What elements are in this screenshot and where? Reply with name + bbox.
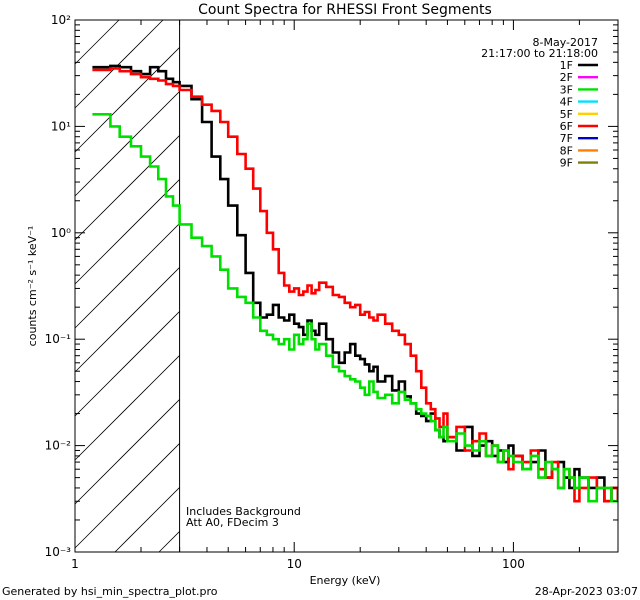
x-tick-label: 100 [502, 557, 525, 571]
hatch-line [74, 19, 164, 109]
legend-label-2F: 2F [560, 71, 573, 84]
hatch-lines [74, 19, 180, 553]
y-tick-label: 10² [51, 13, 71, 27]
hatched-excluded-region [74, 19, 181, 553]
x-tick-label: 10 [287, 557, 302, 571]
y-axis-label: counts cm⁻² s⁻¹ keV⁻¹ [26, 226, 39, 347]
y-tick-label: 10⁻¹ [45, 332, 72, 346]
legend-label-8F: 8F [560, 144, 573, 157]
y-tick-label: 10¹ [51, 119, 71, 133]
date-label: 8-May-2017 [533, 36, 598, 49]
hatch-line [74, 311, 180, 417]
hatch-line [74, 47, 180, 153]
hatch-line [74, 443, 180, 549]
hatch-line [158, 531, 180, 553]
hatch-line [74, 355, 180, 461]
timestamp-label: 28-Apr-2023 03:07 [535, 585, 638, 598]
legend-label-5F: 5F [560, 108, 573, 121]
hatch-line [74, 267, 180, 373]
y-tick-label: 10⁰ [51, 226, 71, 240]
hatch-line [74, 399, 180, 505]
legend-label-7F: 7F [560, 132, 573, 145]
hatch-line [74, 223, 180, 329]
hatch-line [74, 135, 180, 241]
hatch-line [74, 19, 120, 65]
plot-frame [74, 19, 619, 553]
generator-label: Generated by hsi_min_spectra_plot.pro [2, 585, 218, 598]
attenuator-note: Att A0, FDecim 3 [186, 516, 279, 529]
x-axis-label: Energy (keV) [310, 574, 381, 587]
legend-label-4F: 4F [560, 96, 573, 109]
legend-label-1F: 1F [560, 59, 573, 72]
chart-title: Count Spectra for RHESSI Front Segments [198, 2, 492, 18]
series-line-1F [92, 64, 618, 503]
time-range-label: 21:17:00 to 21:18:00 [481, 47, 598, 60]
hatch-line [74, 179, 180, 285]
series-line-6F [92, 67, 618, 503]
series-layer [92, 64, 618, 503]
hatch-line [74, 91, 180, 197]
x-tick-label: 1 [71, 557, 79, 571]
axes-layer: 1 10 100 10⁻³ 10⁻² 10⁻¹ 10⁰ 10¹ 10² [45, 13, 619, 571]
y-tick-label: 10⁻³ [45, 545, 72, 559]
legend-label-6F: 6F [560, 120, 573, 133]
y-tick-label: 10⁻² [45, 439, 72, 453]
background-note: Includes Background [186, 505, 301, 518]
legend-label-9F: 9F [560, 157, 573, 170]
hatch-line [114, 487, 180, 553]
series-line-3F [92, 113, 618, 503]
legend-label-3F: 3F [560, 83, 573, 96]
